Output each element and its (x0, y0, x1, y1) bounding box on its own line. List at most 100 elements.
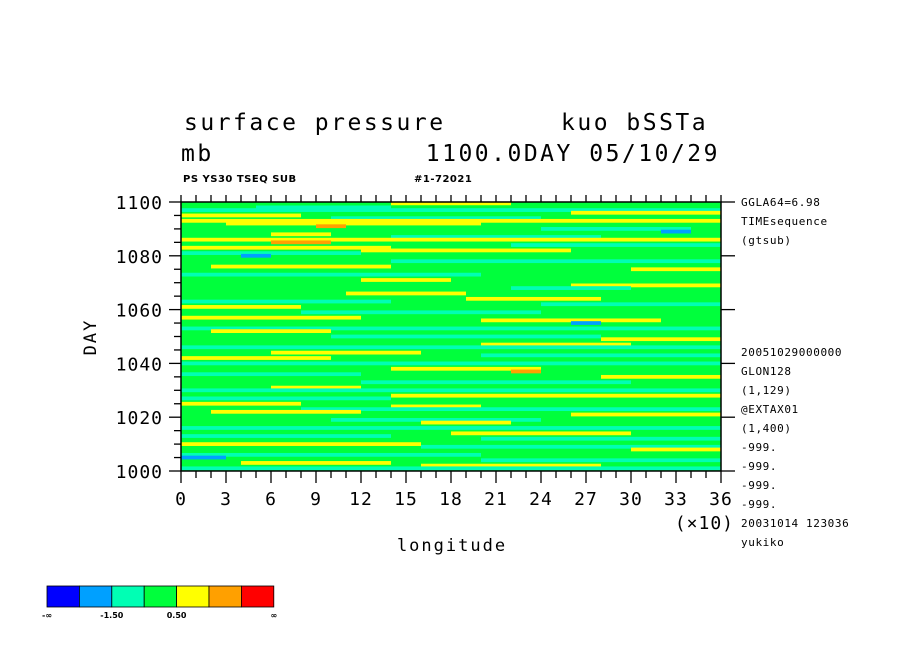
colorbar: -∞ -1.50 0.50 ∞ (42, 585, 277, 620)
x-tick-label: 12 (349, 489, 373, 510)
colorbar-swatch (46, 585, 80, 608)
heatmap-band (181, 237, 721, 242)
x-axis-label: longitude (397, 536, 507, 556)
heatmap-band (631, 447, 721, 452)
heatmap-band (331, 418, 541, 422)
x-tick-label: 33 (664, 489, 688, 510)
heatmap-band (571, 412, 721, 417)
y-tick-label: 1100 (116, 193, 163, 214)
heatmap-band (541, 227, 691, 231)
heatmap-band (181, 251, 361, 255)
y-tick-label: 1080 (116, 247, 163, 268)
heatmap-band (211, 264, 391, 269)
axes: 0 3 6 9 12 15 18 21 24 27 30 33 36100010201040106010… (116, 193, 735, 510)
heatmap-band (661, 229, 691, 234)
heatmap-band (181, 345, 721, 350)
colorbar-label: -∞ (42, 611, 52, 620)
x-tick-label: 21 (484, 489, 508, 510)
side-info-line: -999. (741, 479, 777, 492)
heatmap-band (511, 286, 631, 290)
colorbar-label: 0.50 (167, 611, 187, 620)
side-info-line: -999. (741, 460, 777, 473)
heatmap-band (481, 342, 631, 347)
heatmap-band (241, 253, 271, 258)
heatmap-band (181, 426, 721, 430)
x-tick-label: 36 (709, 489, 733, 510)
heatmap-band (181, 396, 391, 401)
heatmap-band (181, 434, 391, 438)
x-tick-label: 27 (574, 489, 598, 510)
heatmap-band (391, 366, 541, 371)
colorbar-label: ∞ (270, 611, 277, 620)
heatmap-band (421, 444, 721, 449)
heatmap-band (181, 272, 481, 277)
heatmap-band (601, 374, 721, 379)
chart-unit: mb (181, 141, 214, 167)
colorbar-label: -1.50 (100, 611, 123, 620)
colorbar-swatch (240, 585, 275, 608)
heatmap-band (271, 240, 331, 245)
side-info-line: (1,400) (741, 422, 792, 435)
heatmap-band (331, 216, 541, 221)
heatmap-band (181, 299, 391, 304)
y-tick-label: 1060 (116, 301, 163, 322)
heatmap-band (181, 466, 721, 471)
heatmap-band (481, 436, 721, 441)
heatmap-band (181, 442, 421, 446)
colorbar-swatch (111, 585, 145, 608)
x-axis-multiplier: (×10) (675, 513, 734, 534)
heatmap-band (571, 210, 721, 215)
side-info-line: -999. (741, 441, 777, 454)
x-tick-label: 0 (175, 489, 187, 510)
heatmap-band (541, 302, 721, 307)
heatmap-band (181, 361, 721, 366)
heatmap-band (481, 353, 721, 358)
side-info-line: -999. (741, 498, 777, 511)
heatmap-band (181, 326, 721, 331)
side-info-line: 20051029000000 (741, 346, 842, 359)
chart-title-variable: surface pressure (184, 110, 446, 136)
side-info-line: GGLA64=6.98 (741, 196, 820, 209)
heatmap-band (181, 315, 361, 320)
heatmap-band (241, 461, 391, 465)
side-info-panel: GGLA64=6.98 TIMEsequence (gtsub) 2005102900… (741, 196, 849, 549)
x-tick-label: 9 (310, 489, 322, 510)
plot-area (181, 201, 721, 471)
side-info-line: (gtsub) (741, 234, 792, 247)
heatmap-band (331, 334, 601, 339)
x-tick-label: 18 (439, 489, 463, 510)
heatmap-band (181, 455, 226, 460)
heatmap-band (181, 388, 721, 393)
side-info-line: 20031014 123036 (741, 517, 849, 530)
colorbar-swatch (208, 585, 242, 608)
chart-subtitle-left: PS YS30 TSEQ SUB (183, 174, 297, 185)
side-info-line: (1,129) (741, 384, 792, 397)
heatmap-band (571, 321, 601, 325)
colorbar-swatch (143, 585, 177, 608)
colorbar-swatch (176, 585, 210, 608)
heatmap-band (601, 337, 721, 342)
heatmap-band (451, 431, 631, 436)
heatmap-band (226, 221, 481, 226)
chart-time-label: 1100.0DAY 05/10/29 (426, 141, 720, 167)
heatmap-band (361, 278, 451, 282)
y-tick-label: 1000 (116, 462, 163, 483)
heatmap-band (391, 393, 721, 398)
chart-title-experiment: kuo bSSTa (561, 110, 708, 136)
x-tick-label: 6 (265, 489, 277, 510)
y-tick-label: 1040 (116, 354, 163, 375)
heatmap-band (211, 409, 361, 414)
heatmap-band (181, 208, 721, 212)
x-tick-label: 30 (619, 489, 643, 510)
heatmap-band (391, 259, 721, 264)
x-tick-label: 3 (220, 489, 232, 510)
heatmap-band (361, 380, 631, 385)
heatmap-band (391, 404, 481, 409)
heatmap-band (391, 235, 601, 239)
heatmap-band (481, 458, 721, 463)
heatmap-band (271, 350, 421, 355)
heatmap-band (181, 305, 301, 309)
heatmap-band (361, 248, 571, 253)
y-axis-label: DAY (81, 319, 101, 356)
heatmap-band (511, 369, 541, 374)
